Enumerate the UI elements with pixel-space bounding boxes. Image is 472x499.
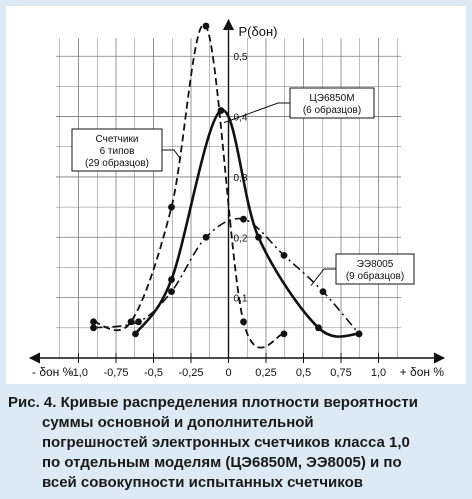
data-point <box>280 251 288 259</box>
x-axis-label-left: - δон % <box>32 365 74 379</box>
data-point <box>90 324 97 332</box>
data-point <box>240 318 247 326</box>
x-tick-label: -0,25 <box>178 367 203 379</box>
series-annotation-box <box>335 253 415 285</box>
data-point <box>355 330 363 338</box>
series-line-1 <box>93 23 285 349</box>
data-point <box>168 288 175 296</box>
data-point <box>168 276 175 283</box>
y-tick-label: 0,3 <box>234 173 248 184</box>
data-point <box>255 233 262 241</box>
caption-line: всей совокупности испытанных счетчиков <box>42 474 363 491</box>
annotation-leader-line <box>162 149 181 160</box>
y-axis-label: P(δон) <box>239 24 278 39</box>
data-point <box>168 203 175 211</box>
series-annotation-text: (9 образцов) <box>346 270 404 282</box>
y-tick-label: 0,4 <box>234 113 248 124</box>
series <box>90 22 363 349</box>
annotation-leader-line <box>310 268 336 286</box>
x-tick-label: 0,5 <box>296 367 311 379</box>
x-tick-label: 0 <box>225 367 231 379</box>
caption-line: погрешностей электронных счетчиков класс… <box>42 434 410 451</box>
series-annotation-text: 6 типов <box>100 146 135 157</box>
series-line-3 <box>93 217 360 335</box>
data-point <box>202 22 210 30</box>
series-annotation-text: ЦЭ6850М <box>309 93 354 104</box>
axes: -1,0 -0,75 -0,5 -0,25 0 0,25 0,5 0,75 1,0 0,1 0,2 0… <box>28 18 446 379</box>
x-axis-label-right: + δон % <box>400 365 445 379</box>
series-annotation-box <box>71 128 163 172</box>
data-point <box>280 330 288 338</box>
x-tick-label: -1,0 <box>69 367 88 379</box>
annotation-leader-line <box>223 102 290 124</box>
x-tick-label: 0,75 <box>330 367 351 379</box>
data-point <box>315 324 322 332</box>
data-point <box>132 330 139 338</box>
series-annotation-text: ЭЭ8005 <box>357 259 394 270</box>
y-tick-label: 0,1 <box>234 294 248 305</box>
series-annotation-text: (6 образцов) <box>303 104 361 116</box>
data-point <box>319 288 327 296</box>
data-point <box>135 318 142 326</box>
data-point <box>217 107 225 114</box>
data-point <box>202 233 210 241</box>
series-annotation-box <box>289 87 375 119</box>
x-tick-label: -0,75 <box>103 367 128 379</box>
x-tick-label: 0,25 <box>255 367 276 379</box>
chart-panel: -1,0 -0,75 -0,5 -0,25 0 0,25 0,5 0,75 1,0 0,1 0,2 0… <box>6 6 466 384</box>
y-tick-label: 0,2 <box>234 233 248 244</box>
series-annotation-text: Счетчики <box>96 134 139 145</box>
figure-caption: Рис. 4. Кривые распределения плотности в… <box>0 393 472 493</box>
data-point <box>240 215 247 223</box>
x-tick-label: 1,0 <box>371 367 386 379</box>
density-chart: -1,0 -0,75 -0,5 -0,25 0 0,25 0,5 0,75 1,0 0,1 0,2 0… <box>28 18 446 379</box>
y-tick-label: 0,5 <box>234 52 248 63</box>
caption-line: по отдельным моделям (ЦЭ6850М, ЭЭ8005) и… <box>42 454 402 471</box>
caption-line: суммы основной и дополнительной <box>42 414 314 431</box>
data-point <box>90 318 97 326</box>
series-annotation-text: (29 образцов) <box>85 157 149 169</box>
x-tick-label: -0,5 <box>144 367 163 379</box>
caption-line: Рис. 4. Кривые распределения плотности в… <box>8 394 418 411</box>
